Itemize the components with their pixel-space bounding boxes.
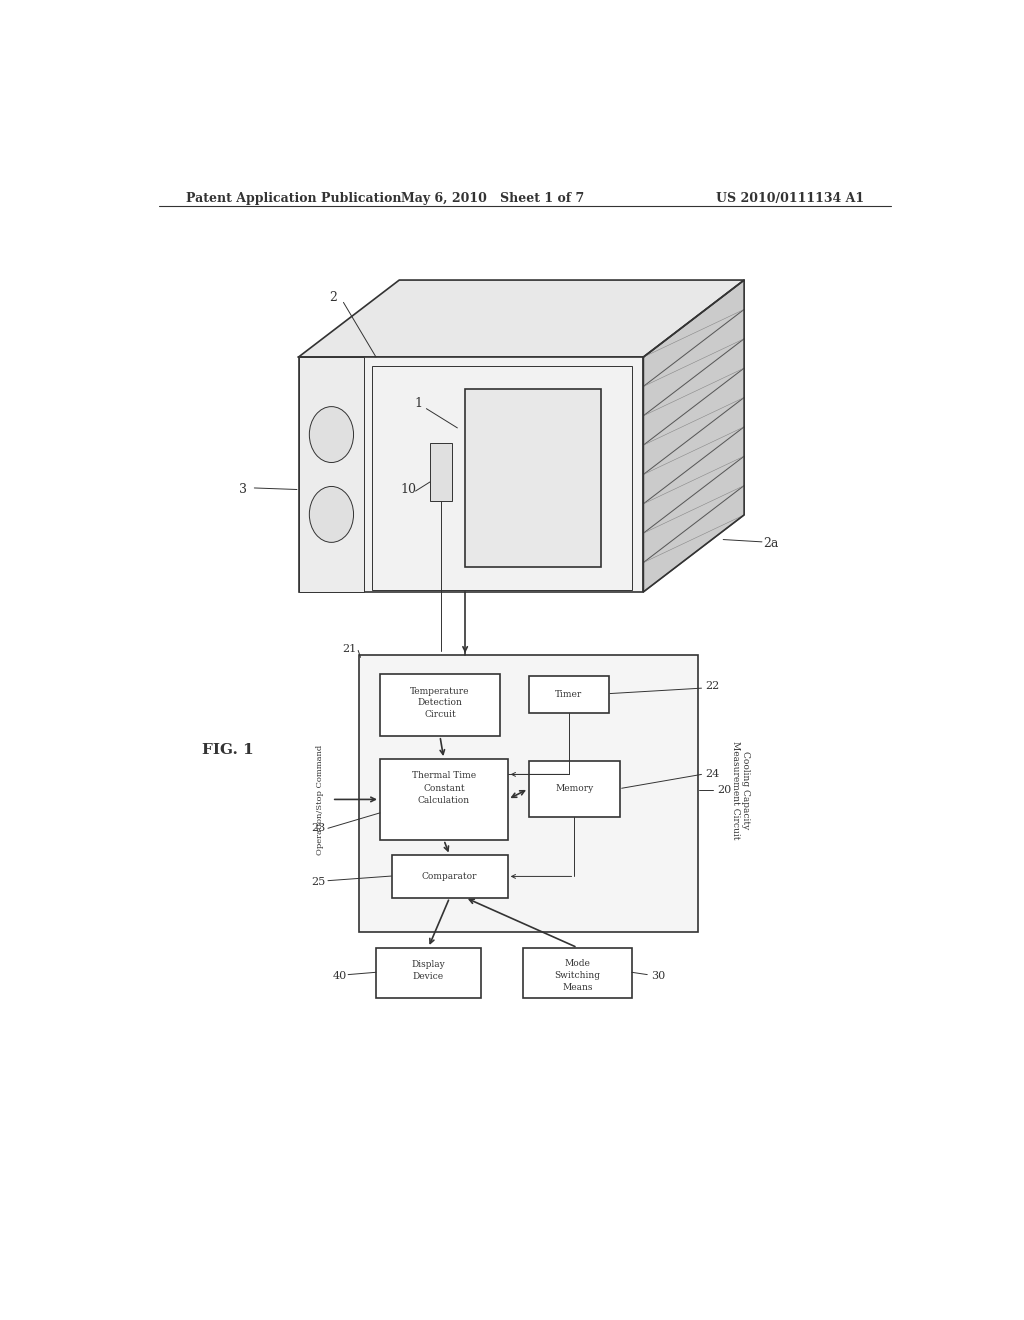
Text: Circuit: Circuit [424, 710, 456, 719]
Bar [376, 948, 480, 998]
Text: Temperature: Temperature [411, 686, 470, 696]
Bar [299, 358, 365, 591]
Polygon shape [643, 280, 744, 387]
Text: 2: 2 [330, 290, 337, 304]
Text: FIG. 1: FIG. 1 [202, 743, 253, 756]
Bar [465, 389, 601, 566]
Bar [380, 759, 508, 840]
Polygon shape [643, 486, 744, 591]
Polygon shape [299, 280, 744, 358]
Text: 24: 24 [706, 770, 720, 779]
Polygon shape [643, 280, 744, 591]
Bar [528, 760, 621, 817]
Bar [372, 367, 632, 590]
Text: 25: 25 [311, 878, 326, 887]
Bar [299, 358, 643, 591]
Polygon shape [643, 457, 744, 562]
Text: Means: Means [562, 983, 593, 993]
Text: 30: 30 [651, 972, 666, 981]
Text: Calculation: Calculation [418, 796, 470, 805]
Text: Timer: Timer [555, 690, 583, 698]
Bar [359, 655, 697, 932]
Text: 21: 21 [342, 644, 356, 653]
Text: US 2010/0111134 A1: US 2010/0111134 A1 [716, 191, 864, 205]
Text: 10: 10 [400, 483, 417, 496]
Text: Mode: Mode [564, 958, 591, 968]
Text: 23: 23 [311, 824, 326, 833]
Ellipse shape [309, 407, 353, 462]
Polygon shape [643, 426, 744, 533]
Text: 22: 22 [706, 681, 720, 690]
Text: Switching: Switching [555, 972, 600, 979]
Bar [523, 948, 632, 998]
Text: 2a: 2a [764, 537, 779, 550]
Text: 20: 20 [717, 785, 731, 795]
Bar [430, 444, 452, 502]
Text: Operation/Stop Command: Operation/Stop Command [316, 744, 325, 854]
Text: Device: Device [413, 973, 443, 981]
Polygon shape [643, 368, 744, 474]
Text: 3: 3 [239, 483, 247, 496]
Text: Constant: Constant [423, 784, 465, 793]
Bar [391, 855, 508, 898]
Bar [380, 675, 500, 737]
Polygon shape [643, 339, 744, 445]
Text: Patent Application Publication: Patent Application Publication [186, 191, 401, 205]
Text: May 6, 2010   Sheet 1 of 7: May 6, 2010 Sheet 1 of 7 [400, 191, 584, 205]
Polygon shape [643, 397, 744, 504]
Polygon shape [643, 309, 744, 416]
Bar [528, 676, 608, 713]
Text: Display: Display [412, 960, 445, 969]
Text: Memory: Memory [555, 784, 594, 793]
Ellipse shape [309, 487, 353, 543]
Text: Comparator: Comparator [422, 873, 477, 880]
Text: Cooling Capacity
Measurement Circuit: Cooling Capacity Measurement Circuit [730, 741, 750, 840]
Text: 1: 1 [415, 397, 423, 409]
Text: Thermal Time: Thermal Time [412, 771, 476, 780]
Text: Detection: Detection [418, 698, 463, 708]
Text: 40: 40 [333, 972, 346, 981]
